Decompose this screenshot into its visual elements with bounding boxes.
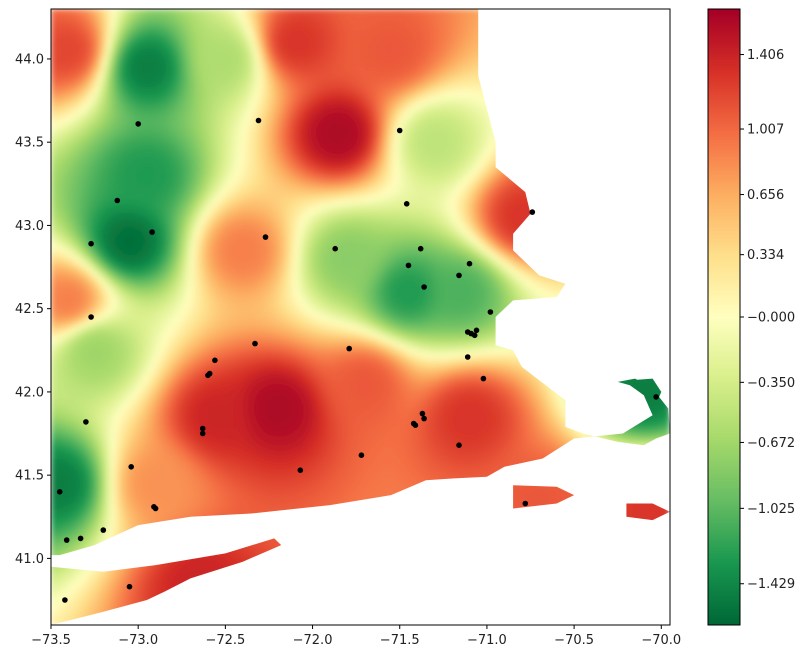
station-point (419, 410, 426, 417)
x-tick-label: −72.0 (293, 633, 333, 648)
station-point (473, 327, 480, 334)
station-point (466, 260, 473, 267)
station-point (332, 245, 339, 252)
y-axis: 41.0 41.5 42.0 42.5 43.0 43.5 44.0 (15, 52, 51, 567)
station-point (199, 425, 206, 432)
station-point (297, 467, 304, 474)
x-tick-label: −71.5 (380, 633, 420, 648)
station-point (464, 354, 471, 360)
station-point (199, 430, 206, 437)
station-point (412, 422, 419, 429)
colorbar-ticks: 1.406 1.007 0.656 0.334 −0.000 −0.350 −0.672 −1… (740, 48, 795, 592)
colorbar-tick-label: −1.025 (747, 502, 795, 517)
axes-frame (50, 8, 671, 626)
station-point (77, 535, 84, 542)
y-tick-label: 42.0 (15, 385, 44, 400)
y-tick-label: 41.0 (15, 552, 44, 567)
station-point (114, 197, 121, 204)
station-point (421, 284, 427, 290)
station-point (396, 127, 403, 134)
station-point (255, 117, 262, 124)
colorbar-gradient (708, 9, 740, 625)
y-tick-label: 44.0 (15, 52, 44, 67)
station-point (487, 309, 494, 315)
station-point (152, 505, 159, 512)
station-point (456, 442, 462, 449)
station-point (212, 357, 218, 364)
station-point (417, 245, 424, 252)
colorbar: 1.406 1.007 0.656 0.334 −0.000 −0.350 −0.672 −1… (707, 8, 795, 626)
station-points (56, 117, 659, 603)
station-point (456, 272, 462, 279)
heatmap-field (51, 9, 670, 625)
x-tick-label: −73.5 (31, 633, 71, 648)
station-point (63, 537, 70, 543)
colorbar-tick-label: −0.350 (747, 376, 795, 391)
station-point (126, 583, 133, 590)
station-point (62, 597, 68, 603)
station-point (529, 209, 536, 215)
x-tick-label: −72.5 (205, 633, 245, 648)
x-tick-label: −70.0 (641, 633, 681, 648)
x-tick-label: −71.0 (467, 633, 507, 648)
station-point (471, 332, 478, 339)
station-point (128, 464, 134, 470)
station-point (206, 370, 213, 377)
colorbar-tick-label: −1.429 (747, 577, 795, 592)
station-point (252, 340, 258, 347)
station-point (522, 500, 529, 507)
station-point (346, 345, 353, 352)
station-point (464, 329, 471, 335)
colorbar-tick-label: −0.000 (747, 311, 795, 326)
station-point (480, 375, 487, 382)
x-tick-label: −73.0 (118, 633, 158, 648)
colorbar-tick-label: 0.334 (747, 248, 784, 263)
station-point (83, 419, 89, 425)
colorbar-tick-label: 0.656 (747, 188, 784, 203)
y-tick-label: 41.5 (15, 469, 44, 484)
colorbar-tick-label: −0.672 (747, 436, 795, 451)
station-point (421, 415, 427, 422)
y-tick-label: 42.5 (15, 302, 44, 317)
x-axis: −73.5 −73.0 −72.5 −72.0 −71.5 −71.0 −70.5 −70.0 (31, 625, 681, 648)
station-point (358, 452, 365, 459)
station-point (100, 527, 107, 533)
station-point (403, 201, 410, 207)
colorbar-tick-label: 1.007 (747, 123, 784, 138)
station-point (88, 314, 94, 320)
station-point (653, 394, 659, 400)
station-point (88, 240, 94, 247)
plot-area (51, 9, 670, 625)
x-tick-label: −70.5 (554, 633, 594, 648)
station-point (56, 489, 63, 495)
y-tick-label: 43.0 (15, 219, 44, 234)
station-point (405, 262, 412, 269)
station-point (149, 229, 155, 235)
y-tick-label: 43.5 (15, 136, 44, 151)
station-point (262, 234, 269, 240)
station-point (135, 121, 141, 127)
colorbar-tick-label: 1.406 (747, 48, 784, 63)
